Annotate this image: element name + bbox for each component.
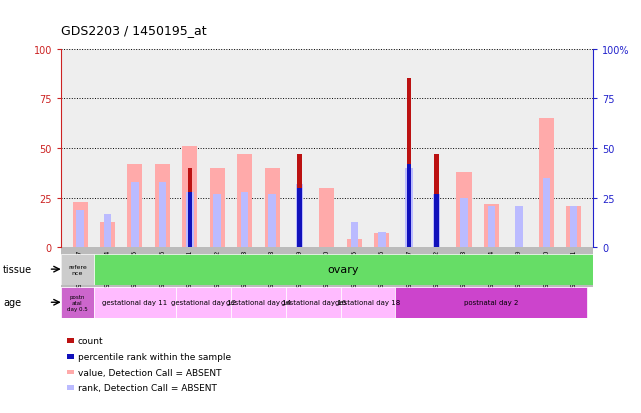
FancyBboxPatch shape <box>61 254 94 285</box>
Bar <box>76 210 84 248</box>
Text: refere
nce: refere nce <box>68 264 87 275</box>
Bar <box>72 202 88 248</box>
Bar <box>296 184 303 248</box>
Text: tissue: tissue <box>3 264 32 275</box>
Bar <box>484 204 499 248</box>
Bar <box>265 169 279 248</box>
FancyBboxPatch shape <box>340 287 395 318</box>
Bar <box>100 222 115 248</box>
FancyBboxPatch shape <box>61 287 94 318</box>
Text: percentile rank within the sample: percentile rank within the sample <box>78 352 231 361</box>
Bar <box>374 234 389 248</box>
Bar <box>407 79 412 248</box>
Bar <box>213 194 221 248</box>
Bar <box>347 240 362 248</box>
Bar <box>435 154 438 248</box>
FancyBboxPatch shape <box>286 287 340 318</box>
Bar <box>539 119 554 248</box>
Bar <box>188 169 192 248</box>
FancyBboxPatch shape <box>395 287 587 318</box>
Bar <box>104 214 112 248</box>
Bar <box>128 164 142 248</box>
Text: gestational day 18: gestational day 18 <box>335 299 401 306</box>
Bar <box>378 232 385 248</box>
Bar <box>158 183 166 248</box>
Bar <box>182 147 197 248</box>
FancyBboxPatch shape <box>94 254 593 285</box>
Text: age: age <box>3 297 21 308</box>
Bar <box>237 154 252 248</box>
Bar <box>241 192 249 248</box>
Text: gestational day 14: gestational day 14 <box>226 299 291 306</box>
Bar <box>210 169 225 248</box>
Bar <box>405 169 413 248</box>
Bar <box>188 192 192 248</box>
Bar <box>131 183 138 248</box>
Bar <box>570 206 578 248</box>
Text: GDS2203 / 1450195_at: GDS2203 / 1450195_at <box>61 24 206 37</box>
Bar <box>186 192 194 248</box>
FancyBboxPatch shape <box>94 287 176 318</box>
Bar <box>319 188 335 248</box>
Text: gestational day 11: gestational day 11 <box>103 299 167 306</box>
Bar <box>407 164 412 248</box>
Bar <box>456 173 472 248</box>
Text: count: count <box>78 336 103 345</box>
Bar <box>433 194 440 248</box>
Text: ovary: ovary <box>328 264 359 275</box>
Text: postnatal day 2: postnatal day 2 <box>464 299 519 306</box>
Text: gestational day 16: gestational day 16 <box>281 299 346 306</box>
Bar <box>566 206 581 248</box>
Bar <box>155 164 170 248</box>
Text: gestational day 12: gestational day 12 <box>171 299 236 306</box>
Bar <box>515 206 522 248</box>
Text: value, Detection Call = ABSENT: value, Detection Call = ABSENT <box>78 368 221 377</box>
Text: rank, Detection Call = ABSENT: rank, Detection Call = ABSENT <box>78 383 217 392</box>
Bar <box>269 194 276 248</box>
Bar <box>460 198 468 248</box>
Bar <box>435 194 438 248</box>
Bar <box>488 206 495 248</box>
Text: postn
atal
day 0.5: postn atal day 0.5 <box>67 294 88 311</box>
Bar <box>542 178 550 248</box>
FancyBboxPatch shape <box>176 287 231 318</box>
Bar <box>351 222 358 248</box>
FancyBboxPatch shape <box>231 287 286 318</box>
Bar <box>297 188 302 248</box>
Bar <box>297 154 302 248</box>
